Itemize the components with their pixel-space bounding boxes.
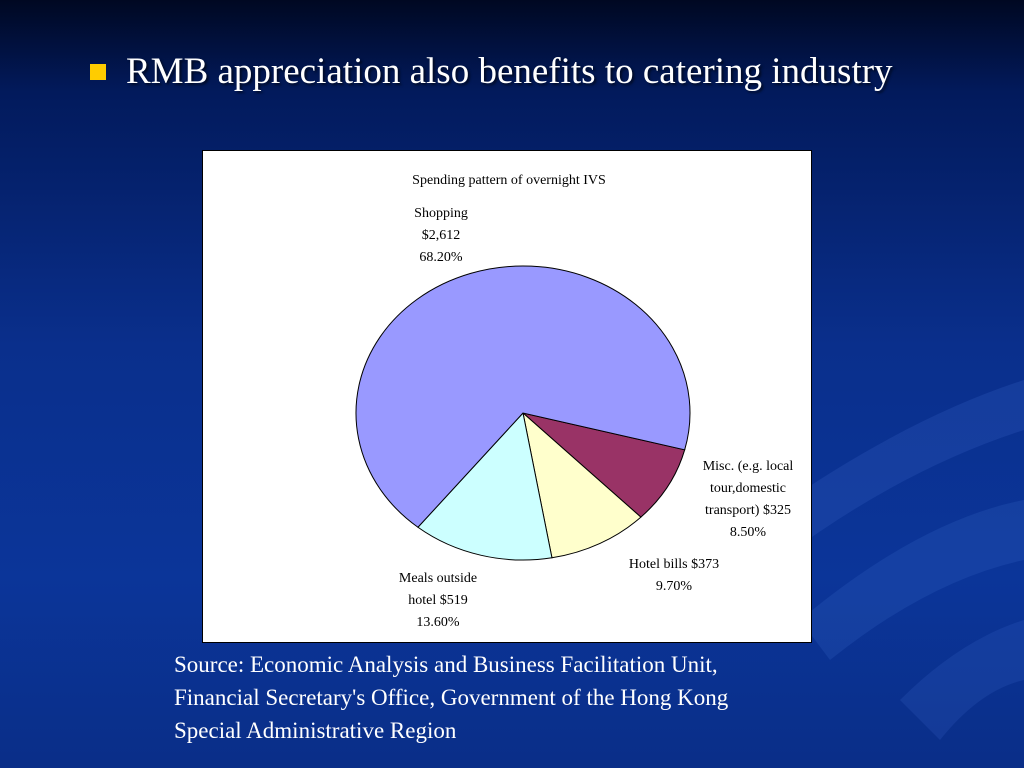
slice-label: Hotel bills $373 9.70% — [629, 557, 719, 594]
source-line: Special Administrative Region — [174, 718, 457, 743]
pie-chart-panel: Spending pattern of overnight IVS Shoppi… — [202, 150, 812, 643]
slice-label: Meals outside hotel $519 13.60% — [399, 571, 477, 630]
source-line: Source: Economic Analysis and Business F… — [174, 652, 718, 677]
slice-label: Misc. (e.g. local tour,domestic transport)… — [703, 459, 794, 540]
pie-slice-hotel — [522, 411, 642, 559]
source-line: Financial Secretary's Office, Government… — [174, 685, 729, 710]
pie-chart: Spending pattern of overnight IVS Shoppi… — [355, 173, 794, 630]
slice-label: Shopping $2,612 68.20% — [414, 206, 468, 265]
bullet-square-icon — [90, 64, 106, 80]
chart-title: Spending pattern of overnight IVS — [412, 173, 606, 188]
pie-slice-misc — [522, 412, 686, 518]
source-citation: Source: Economic Analysis and Business F… — [174, 648, 934, 747]
pie-slice-meals — [417, 411, 553, 561]
bullet-text: RMB appreciation also benefits to cateri… — [126, 51, 893, 92]
pie-slice-shopping — [355, 265, 691, 528]
